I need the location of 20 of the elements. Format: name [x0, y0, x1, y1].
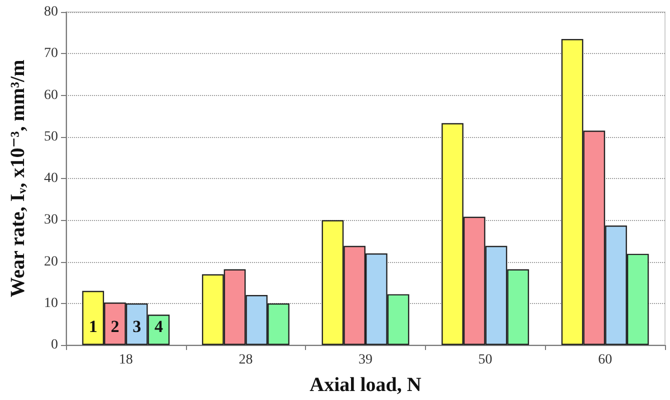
y-tick-label: 30 — [44, 212, 58, 228]
y-tick-label: 20 — [44, 254, 58, 270]
series-label: 3 — [132, 317, 142, 336]
x-tick-label: 50 — [478, 352, 492, 368]
series-label: 4 — [154, 317, 164, 336]
series-label: 2 — [110, 317, 120, 336]
y-axis-title: Wear rate, Iᵥ, x10⁻³, mm³/m — [7, 59, 29, 298]
x-tick-label: 39 — [358, 352, 372, 368]
x-axis-title: Axial load, N — [310, 374, 422, 396]
series-label: 1 — [88, 317, 98, 336]
y-tick-label: 60 — [44, 88, 58, 103]
y-tick-label: 40 — [44, 171, 58, 186]
y-tick-label: 80 — [44, 4, 58, 20]
x-tick-label: 18 — [118, 352, 133, 368]
y-tick-label: 10 — [44, 296, 58, 311]
y-tick-label: 70 — [44, 46, 58, 62]
y-tick-label: 0 — [51, 338, 58, 352]
x-tick-label: 60 — [598, 352, 612, 368]
y-tick-label: 50 — [44, 129, 58, 144]
x-tick-label: 28 — [238, 352, 253, 368]
